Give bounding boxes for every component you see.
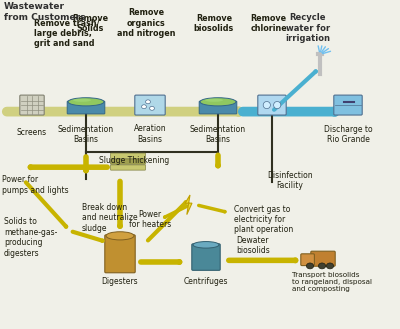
Text: Sedimentation
Basins: Sedimentation Basins bbox=[58, 125, 114, 144]
Ellipse shape bbox=[306, 263, 314, 269]
Text: Dewater
biosolids: Dewater biosolids bbox=[236, 236, 270, 255]
FancyBboxPatch shape bbox=[105, 235, 135, 273]
Ellipse shape bbox=[263, 101, 270, 109]
Text: Remove
chlorine: Remove chlorine bbox=[250, 13, 287, 33]
Text: Wastewater
from Customers: Wastewater from Customers bbox=[4, 2, 86, 22]
Text: Convert gas to
electricity for
plant operation: Convert gas to electricity for plant ope… bbox=[234, 205, 293, 234]
Text: Power for
pumps and lights: Power for pumps and lights bbox=[2, 175, 69, 195]
Ellipse shape bbox=[193, 241, 219, 248]
Text: Sedimentation
Basins: Sedimentation Basins bbox=[190, 125, 246, 144]
Text: Recycle
water for
irrigation: Recycle water for irrigation bbox=[286, 13, 330, 43]
Text: Remove trash/
large debris,
grit and sand: Remove trash/ large debris, grit and san… bbox=[34, 18, 100, 48]
Text: Remove
Solids: Remove Solids bbox=[72, 13, 108, 33]
FancyBboxPatch shape bbox=[135, 95, 165, 115]
Text: Sludge Thickening: Sludge Thickening bbox=[99, 156, 169, 165]
Text: Transport biosolids
to rangeland, disposal
and composting: Transport biosolids to rangeland, dispos… bbox=[292, 272, 372, 291]
Text: Remove
biosolids: Remove biosolids bbox=[194, 13, 234, 33]
FancyBboxPatch shape bbox=[199, 101, 237, 114]
FancyBboxPatch shape bbox=[110, 159, 146, 164]
Ellipse shape bbox=[142, 105, 146, 109]
Text: Discharge to
Rio Grande: Discharge to Rio Grande bbox=[324, 125, 372, 144]
Text: Aeration
Basins: Aeration Basins bbox=[134, 124, 166, 144]
Ellipse shape bbox=[68, 98, 104, 106]
FancyBboxPatch shape bbox=[334, 95, 362, 115]
Text: Power
for heaters: Power for heaters bbox=[129, 210, 171, 229]
Text: Centrifuges: Centrifuges bbox=[184, 277, 228, 286]
FancyBboxPatch shape bbox=[110, 165, 146, 170]
FancyBboxPatch shape bbox=[258, 95, 286, 115]
Ellipse shape bbox=[73, 99, 91, 102]
FancyBboxPatch shape bbox=[67, 101, 105, 114]
Ellipse shape bbox=[200, 98, 236, 106]
Ellipse shape bbox=[150, 106, 154, 110]
Text: Remove
organics
and nitrogen: Remove organics and nitrogen bbox=[117, 9, 175, 38]
FancyBboxPatch shape bbox=[110, 153, 146, 158]
Ellipse shape bbox=[326, 263, 334, 269]
Ellipse shape bbox=[106, 232, 134, 240]
Polygon shape bbox=[185, 195, 192, 215]
Text: Digesters: Digesters bbox=[102, 277, 138, 286]
Text: Solids to
methane-gas-
producing
digesters: Solids to methane-gas- producing digeste… bbox=[4, 217, 57, 258]
Ellipse shape bbox=[146, 100, 150, 104]
Ellipse shape bbox=[318, 263, 326, 269]
Text: Break down
and neutralize
sludge: Break down and neutralize sludge bbox=[82, 203, 138, 233]
Text: Screens: Screens bbox=[17, 128, 47, 138]
Ellipse shape bbox=[274, 101, 281, 109]
Ellipse shape bbox=[205, 99, 223, 102]
Text: Disinfection
Facility: Disinfection Facility bbox=[267, 170, 313, 190]
FancyBboxPatch shape bbox=[20, 95, 44, 115]
FancyBboxPatch shape bbox=[311, 251, 335, 266]
FancyBboxPatch shape bbox=[301, 254, 314, 266]
FancyBboxPatch shape bbox=[192, 244, 220, 270]
